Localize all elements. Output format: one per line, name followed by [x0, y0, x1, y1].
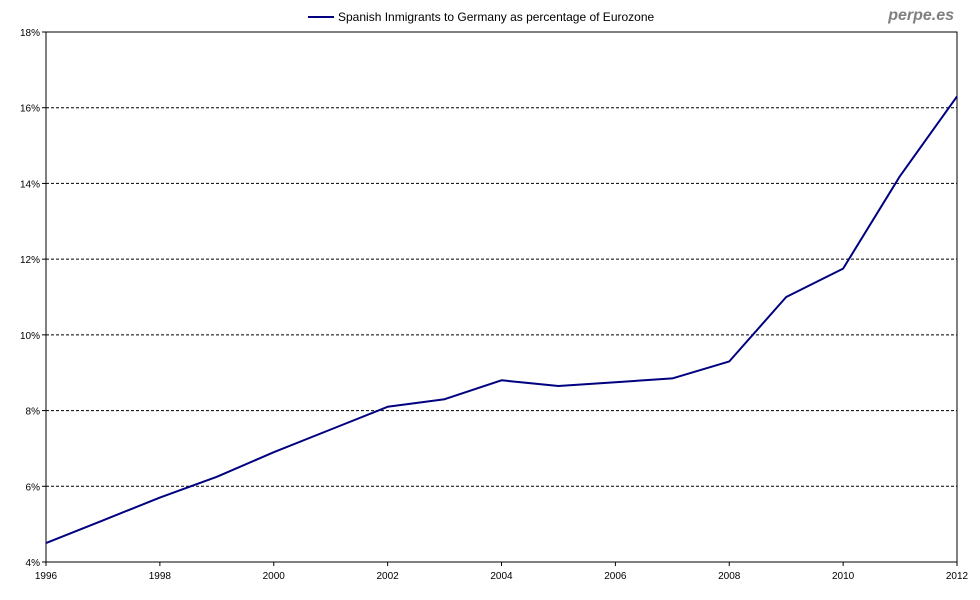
data-point: [727, 359, 732, 364]
y-tick-label: 16%: [20, 104, 40, 115]
data-point: [955, 94, 960, 99]
data-point: [841, 266, 846, 271]
data-point: [499, 378, 504, 383]
x-tick-label: 2006: [604, 571, 627, 582]
legend-label: Spanish Inmigrants to Germany as percent…: [338, 10, 655, 24]
data-point: [328, 427, 333, 432]
x-axis-ticks: 1996 1998 2000 2002 2004 2006 2008 2010 2012: [35, 562, 969, 582]
gridlines: [46, 107, 957, 487]
x-tick-label: 2000: [263, 571, 286, 582]
series-layer: [44, 94, 960, 546]
x-tick-label: 1996: [35, 571, 58, 582]
data-point: [784, 295, 789, 300]
x-tick-label: 2002: [377, 571, 400, 582]
y-tick-label: 12%: [20, 255, 40, 266]
data-point: [898, 173, 903, 178]
y-tick-label: 4%: [26, 558, 41, 569]
data-point: [670, 376, 675, 381]
x-tick-label: 2010: [832, 571, 855, 582]
watermark-text: perpe.es: [887, 7, 954, 24]
data-point: [442, 397, 447, 402]
y-tick-label: 10%: [20, 331, 40, 342]
y-tick-label: 8%: [26, 407, 41, 418]
x-tick-label: 1998: [149, 571, 172, 582]
data-point: [44, 541, 49, 546]
data-point: [214, 474, 219, 479]
data-point: [556, 384, 561, 389]
data-point: [613, 380, 618, 385]
legend: Spanish Inmigrants to Germany as percent…: [308, 10, 655, 24]
data-point: [271, 450, 276, 455]
x-tick-label: 2004: [490, 571, 513, 582]
series-line-0: [45, 95, 958, 545]
y-tick-label: 14%: [20, 179, 40, 190]
data-point: [157, 495, 162, 500]
data-point: [100, 518, 105, 523]
x-tick-label: 2008: [718, 571, 741, 582]
y-axis-ticks: 4% 6% 8% 10% 12% 14% 16% 18%: [20, 28, 46, 569]
y-tick-label: 6%: [26, 482, 41, 493]
data-point: [385, 404, 390, 409]
x-tick-label: 2012: [946, 571, 969, 582]
y-tick-label: 18%: [20, 28, 40, 39]
